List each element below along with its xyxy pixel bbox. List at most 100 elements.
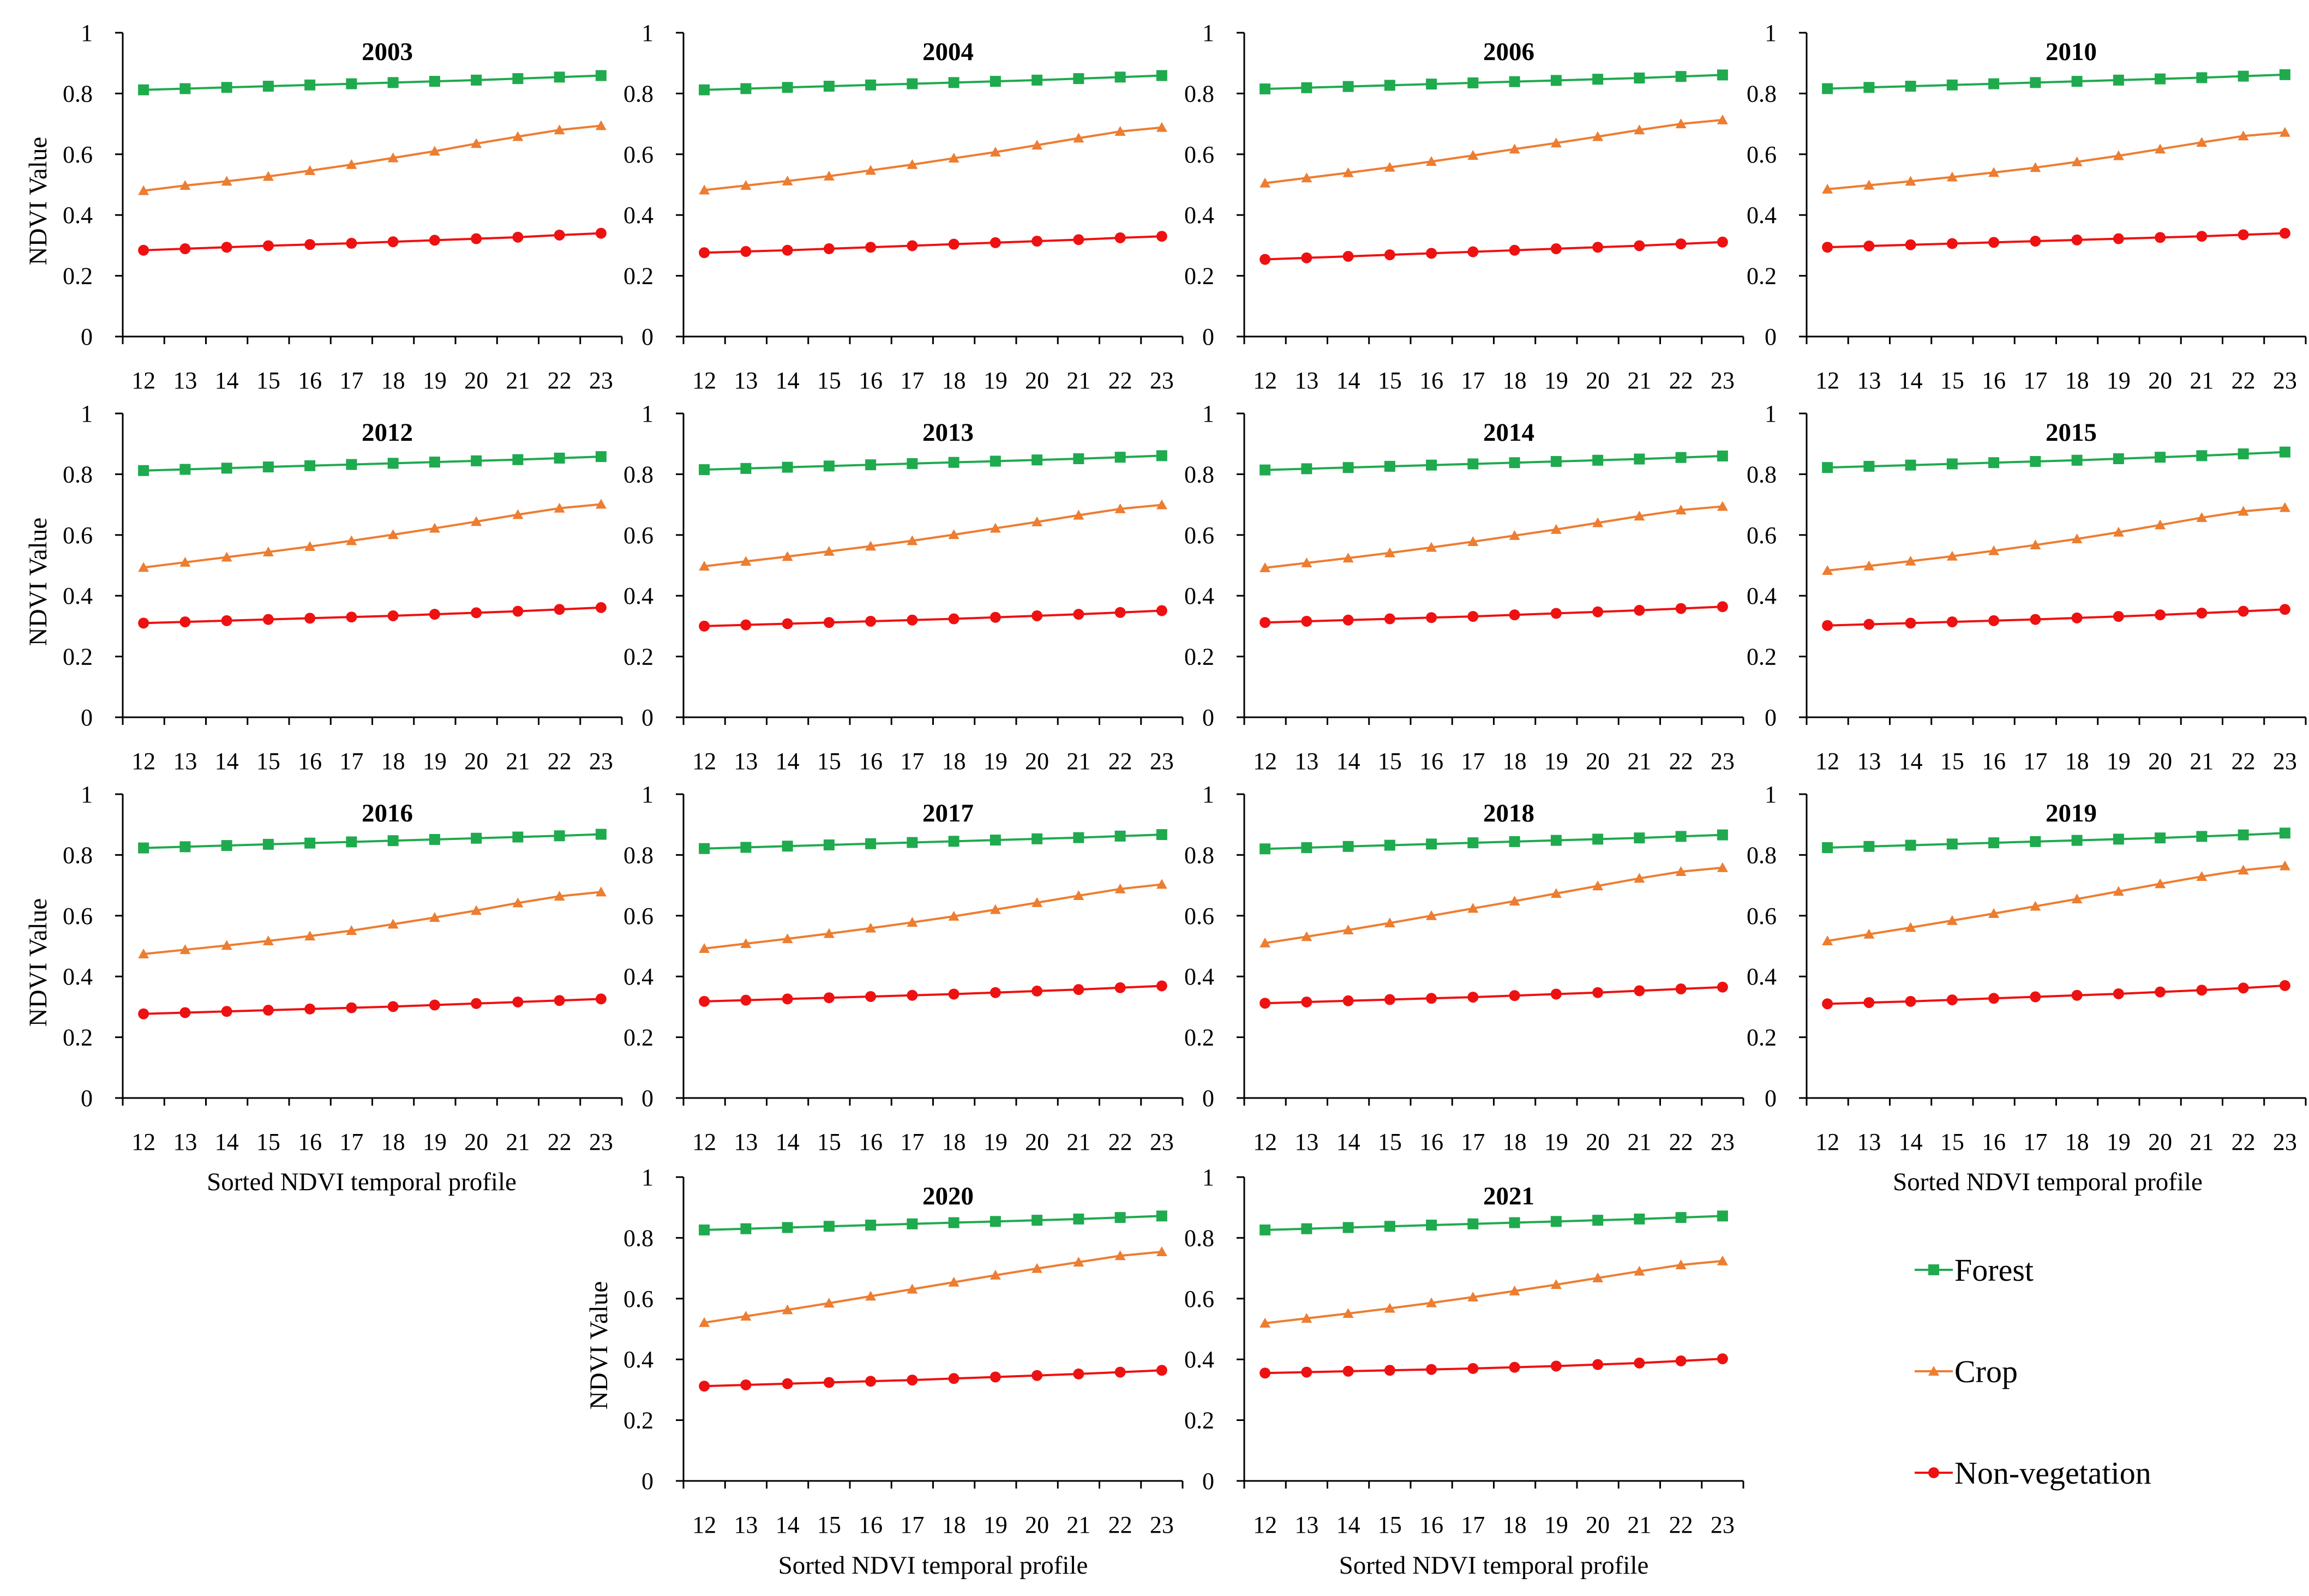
data-point-crop xyxy=(1467,1292,1479,1302)
data-point-forest xyxy=(1675,831,1687,842)
data-point-non-vegetation xyxy=(595,227,607,239)
x-tick-label: 23 xyxy=(2273,748,2297,775)
chart-title: 2013 xyxy=(922,418,974,447)
y-tick-label: 0 xyxy=(1202,704,1214,731)
x-tick-label: 13 xyxy=(734,367,758,394)
data-point-non-vegetation xyxy=(1114,232,1126,243)
data-point-crop xyxy=(2196,512,2208,523)
data-point-non-vegetation xyxy=(1550,1360,1562,1372)
data-point-crop xyxy=(782,1304,793,1315)
data-point-crop xyxy=(1592,1272,1604,1282)
data-point-forest xyxy=(2155,73,2166,85)
data-point-non-vegetation xyxy=(1156,605,1167,616)
chart-panel-2019: 0 0.2 0.4 0.6 0.8 1 12 13 14 15 16 17 18 19 20 21 22 23 20… xyxy=(1747,781,2307,1155)
series-line-non-vegetation xyxy=(1265,241,1723,261)
x-tick-label: 21 xyxy=(506,1129,530,1155)
data-point-non-vegetation xyxy=(1988,615,2000,626)
data-point-non-vegetation xyxy=(1301,252,1312,263)
data-point-non-vegetation xyxy=(1156,980,1167,992)
x-tick-label: 16 xyxy=(1982,367,2006,394)
data-point-crop xyxy=(595,886,607,897)
data-point-crop xyxy=(1592,880,1604,891)
data-point-non-vegetation xyxy=(989,987,1001,998)
data-point-forest xyxy=(554,452,565,464)
data-point-forest xyxy=(387,835,399,847)
x-tick-label: 16 xyxy=(1419,1511,1443,1538)
data-point-non-vegetation xyxy=(1863,619,1875,630)
series-line-crop xyxy=(1264,1259,1723,1324)
series-line-non-vegetation xyxy=(1265,986,1723,1005)
data-point-forest xyxy=(907,458,918,469)
y-tick-label: 0.8 xyxy=(1184,1225,1214,1251)
data-point-forest xyxy=(948,457,959,468)
data-point-crop xyxy=(346,535,357,545)
x-tick-label: 20 xyxy=(1586,367,1610,394)
data-point-non-vegetation xyxy=(179,243,191,255)
x-tick-label: 19 xyxy=(983,1129,1007,1155)
data-point-forest xyxy=(1301,1223,1312,1234)
x-tick-label: 21 xyxy=(2190,1129,2214,1155)
data-point-forest xyxy=(823,460,835,472)
y-tick-label: 0.2 xyxy=(1747,263,1777,290)
data-point-non-vegetation xyxy=(512,605,524,617)
data-point-forest xyxy=(429,833,440,845)
series-line-non-vegetation xyxy=(704,235,1162,254)
x-tick-label: 15 xyxy=(1940,748,1964,775)
data-point-forest xyxy=(346,78,357,89)
data-point-non-vegetation xyxy=(1467,1363,1479,1374)
y-tick-label: 1 xyxy=(1202,781,1214,808)
x-tick-label: 15 xyxy=(1378,748,1402,775)
data-point-non-vegetation xyxy=(1509,1361,1520,1373)
y-tick-label: 1 xyxy=(641,20,653,46)
data-point-non-vegetation xyxy=(2155,986,2166,998)
x-tick-label: 13 xyxy=(734,1511,758,1538)
data-point-non-vegetation xyxy=(823,992,835,1004)
data-point-forest xyxy=(1073,73,1084,85)
data-point-forest xyxy=(782,461,793,473)
series-line-crop xyxy=(704,503,1162,568)
data-point-crop xyxy=(179,944,191,955)
chart-title: 2020 xyxy=(922,1182,974,1210)
data-point-forest xyxy=(1550,456,1562,467)
data-point-forest xyxy=(2071,835,2083,846)
data-point-crop xyxy=(1675,866,1687,877)
data-point-forest xyxy=(1905,839,1916,851)
data-point-forest xyxy=(429,457,440,468)
x-tick-label: 14 xyxy=(1336,367,1360,394)
data-point-forest xyxy=(138,842,149,854)
data-point-non-vegetation xyxy=(1384,613,1395,625)
data-point-forest xyxy=(948,836,959,847)
data-point-crop xyxy=(2196,871,2208,881)
data-point-forest xyxy=(1031,454,1043,466)
y-tick-label: 1 xyxy=(1765,400,1777,427)
data-point-crop xyxy=(1301,1313,1312,1323)
data-point-forest xyxy=(2071,454,2083,466)
data-point-forest xyxy=(1946,79,1958,91)
data-point-non-vegetation xyxy=(304,1003,316,1015)
data-point-forest xyxy=(1342,81,1354,92)
y-tick-label: 0.8 xyxy=(623,80,653,107)
data-point-crop xyxy=(865,1291,877,1301)
x-tick-label: 22 xyxy=(548,748,572,775)
data-point-crop xyxy=(2279,860,2290,871)
x-tick-label: 20 xyxy=(1586,1129,1610,1155)
data-point-forest xyxy=(1592,74,1604,85)
data-point-forest xyxy=(1260,83,1271,95)
data-point-crop xyxy=(1717,862,1728,872)
data-point-non-vegetation xyxy=(699,247,710,259)
data-point-non-vegetation xyxy=(1342,250,1354,262)
data-point-forest xyxy=(1509,457,1520,469)
data-point-crop xyxy=(595,120,607,130)
y-tick-label: 0 xyxy=(1765,704,1777,731)
chart-panel-2012: 0 0.2 0.4 0.6 0.8 1 12 13 14 15 16 17 18 19 20 21 22 23 20… xyxy=(24,400,623,775)
series-line-forest xyxy=(704,454,1162,471)
x-tick-label: 18 xyxy=(1503,748,1527,775)
series-line-non-vegetation xyxy=(704,1369,1162,1388)
x-tick-label: 15 xyxy=(256,1129,280,1155)
x-tick-label: 15 xyxy=(817,748,841,775)
data-point-non-vegetation xyxy=(865,242,877,253)
data-point-non-vegetation xyxy=(782,244,793,256)
data-point-forest xyxy=(782,82,793,93)
data-point-forest xyxy=(2196,450,2208,461)
data-point-crop xyxy=(1550,1279,1562,1289)
